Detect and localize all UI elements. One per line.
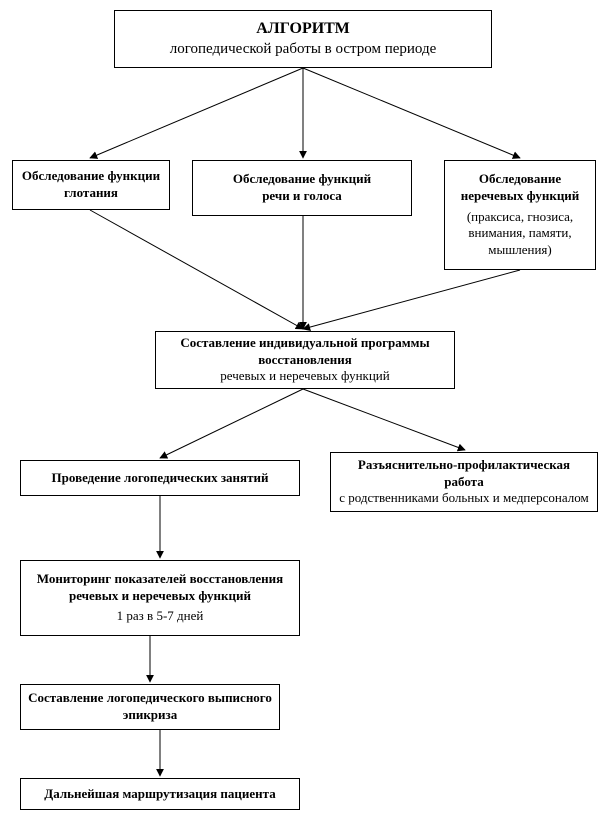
node-title: АЛГОРИТМ логопедической работы в остром …	[114, 10, 492, 68]
monitoring-line1: Мониторинг показателей восстановления	[37, 571, 283, 588]
education-line1: Разъяснительно-профилактическая работа	[337, 457, 591, 491]
node-epicrisis: Составление логопедического выписного эп…	[20, 684, 280, 730]
education-line2: с родственниками больных и медперсоналом	[339, 490, 589, 507]
node-routing: Дальнейшая маршрутизация пациента	[20, 778, 300, 810]
program-line1: Составление индивидуальной программы вос…	[162, 335, 448, 369]
node-sessions: Проведение логопедических занятий	[20, 460, 300, 496]
exam-nonspeech-line2: (праксиса, гнозиса, внимания, памяти, мы…	[451, 209, 589, 260]
exam-speech-line1: Обследование функций	[233, 171, 371, 188]
epicrisis-text: Составление логопедического выписного эп…	[27, 690, 273, 724]
node-program: Составление индивидуальной программы вос…	[155, 331, 455, 389]
title-subtitle: логопедической работы в остром периоде	[170, 40, 437, 60]
title-heading: АЛГОРИТМ	[256, 19, 349, 40]
exam-nonspeech-line1: Обследование неречевых функций	[451, 171, 589, 205]
sessions-text: Проведение логопедических занятий	[52, 470, 269, 487]
node-monitoring: Мониторинг показателей восстановления ре…	[20, 560, 300, 636]
exam-swallow-text: Обследование функции глотания	[19, 168, 163, 202]
node-education: Разъяснительно-профилактическая работа с…	[330, 452, 598, 512]
node-exam-swallow: Обследование функции глотания	[12, 160, 170, 210]
monitoring-line2: речевых и неречевых функций	[69, 588, 251, 605]
node-exam-speech: Обследование функций речи и голоса	[192, 160, 412, 216]
routing-text: Дальнейшая маршрутизация пациента	[44, 786, 275, 803]
node-exam-nonspeech: Обследование неречевых функций (праксиса…	[444, 160, 596, 270]
monitoring-line3: 1 раз в 5-7 дней	[117, 608, 204, 625]
program-line2: речевых и неречевых функций	[220, 368, 389, 385]
exam-speech-line2: речи и голоса	[262, 188, 342, 205]
